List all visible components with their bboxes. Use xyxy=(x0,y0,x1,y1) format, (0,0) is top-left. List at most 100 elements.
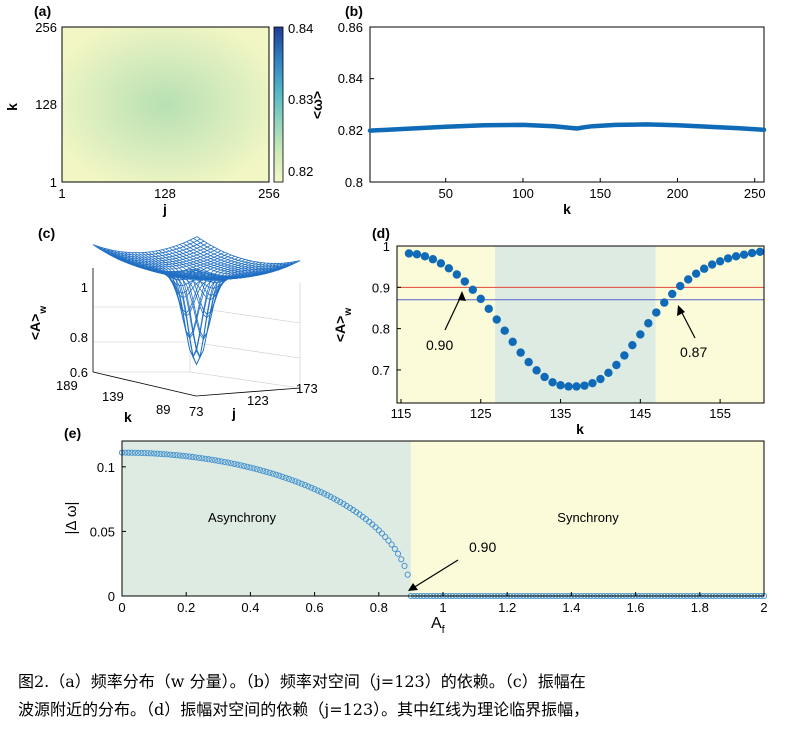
scatter-e-point xyxy=(138,449,145,456)
scatter-e-point xyxy=(337,499,344,506)
scatter-d-point xyxy=(731,252,741,261)
scatter-d-y-ticks: 0.7 0.8 0.9 1 xyxy=(372,239,390,378)
scatter-d-point xyxy=(500,326,509,335)
scatter-e-point xyxy=(141,450,148,457)
line-x-tick: 50 xyxy=(438,186,452,201)
scatter-e-point xyxy=(176,452,183,459)
scatter-e-point xyxy=(295,479,302,486)
region-band xyxy=(397,246,496,403)
scatter-d-point xyxy=(691,269,701,278)
annotation-087-label: 0.87 xyxy=(680,344,707,360)
line-x-tick: 200 xyxy=(667,186,689,201)
scatter-d-point xyxy=(699,264,709,273)
caption-line-1: 图2.（a）频率分布（w 分量）。（b）频率对空间（j=123）的依赖。（c）振… xyxy=(18,672,586,691)
scatter-d-point xyxy=(556,381,565,390)
scatter-e-point xyxy=(228,460,235,467)
colorbar xyxy=(273,26,284,183)
scatter-d-point xyxy=(596,374,605,384)
scatter-e-point xyxy=(231,460,238,467)
scatter-e-point xyxy=(195,454,203,461)
scatter-e-point xyxy=(131,449,138,456)
scatter-d-point xyxy=(684,275,693,284)
scatter-e-point xyxy=(205,456,212,463)
heatmap-y-tick: 128 xyxy=(35,97,57,112)
scatter-e-point xyxy=(199,455,206,462)
scatter-e-point xyxy=(330,495,337,502)
scatter-e-point xyxy=(250,465,257,472)
scatter-d-x-ticks: 115 125 135 145 155 xyxy=(391,406,731,421)
scatter-d-points xyxy=(404,247,765,391)
scatter-d-point xyxy=(444,264,454,273)
line-x-tick: 100 xyxy=(512,186,534,201)
scatter-e-point xyxy=(279,473,286,480)
surface-mesh-line xyxy=(179,244,283,272)
scatter-d-point xyxy=(612,360,621,370)
scatter-e-point xyxy=(192,454,199,461)
surface-mesh-line xyxy=(99,240,205,258)
scatter-e-point xyxy=(266,469,273,476)
heatmap-x-tick: 128 xyxy=(154,186,176,201)
scatter-e-point xyxy=(382,533,389,540)
surface-mesh-line xyxy=(193,238,297,266)
scatter-e-point xyxy=(314,487,321,494)
scatter-e-point xyxy=(215,457,222,464)
scatter-d-x-tick: 125 xyxy=(470,406,492,421)
scatter-d-axis-ticks xyxy=(397,245,721,403)
scatter-e-point xyxy=(144,450,151,457)
surface-j-tick: 173 xyxy=(296,381,318,396)
scatter-d-x-tick: 155 xyxy=(709,406,731,421)
scatter-d-point xyxy=(668,289,677,299)
scatter-d-point xyxy=(644,319,653,328)
colorbar-tick: 0.84 xyxy=(288,21,313,36)
scatter-e-point xyxy=(134,449,142,456)
scatter-e-point xyxy=(317,489,325,496)
scatter-e-axis-ticks xyxy=(121,466,765,597)
scatter-e-point xyxy=(298,480,305,487)
annotation-e-090: 0.90 xyxy=(408,539,496,591)
line-y-tick: 0.84 xyxy=(338,71,363,86)
surface-j-ticks: 73 123 173 xyxy=(189,381,318,419)
scatter-e-point xyxy=(157,450,164,457)
surface-k-tick: 189 xyxy=(56,378,78,393)
annotation-090: 0.90 xyxy=(426,291,466,353)
scatter-e-point xyxy=(276,472,283,479)
surface-z-tick: 0.8 xyxy=(70,330,88,345)
scatter-d-point xyxy=(739,250,749,259)
heatmap-xlabel: j xyxy=(162,201,167,217)
scatter-e-point xyxy=(253,466,260,473)
scatter-e-point xyxy=(340,500,347,507)
scatter-d-regions xyxy=(397,246,764,403)
scatter-e-y-tick: 0.1 xyxy=(97,460,115,475)
scatter-e-point xyxy=(401,562,408,569)
scatter-e-xlabel-sub: f xyxy=(442,624,446,636)
scatter-e-point xyxy=(186,453,193,460)
scatter-e-point xyxy=(398,556,405,563)
scatter-e-y-ticks: 0 0.05 0.1 xyxy=(90,460,115,604)
scatter-d-point xyxy=(660,298,669,307)
scatter-e-point xyxy=(404,571,411,578)
scatter-e-point xyxy=(308,484,315,491)
scatter-d-point xyxy=(412,250,422,259)
scatter-e-point xyxy=(247,464,254,471)
scatter-e-x-tick: 0.2 xyxy=(177,600,195,615)
scatter-e-point xyxy=(128,449,135,456)
heatmap-x-tick: 1 xyxy=(58,186,65,201)
surface-k-ticks: 189 139 89 xyxy=(56,378,170,417)
scatter-e-x-tick: 0.6 xyxy=(306,600,324,615)
colorbar-ticks: 0.84 0.83 0.82 xyxy=(288,21,313,179)
annotation-087: 0.87 xyxy=(677,305,707,360)
scatter-e-y-tick: 0 xyxy=(108,589,115,604)
heatmap-plot-area xyxy=(61,26,270,183)
scatter-d-x-tick: 115 xyxy=(391,406,412,421)
scatter-e-x-tick: 1.8 xyxy=(691,600,709,615)
surface-k-tick: 89 xyxy=(156,402,170,417)
scatter-d-point xyxy=(452,270,462,279)
scatter-d-point xyxy=(484,304,493,313)
scatter-e-point xyxy=(224,459,231,466)
scatter-d-point xyxy=(676,281,685,291)
surface-z-tick: 0.6 xyxy=(70,365,88,380)
scatter-e-point xyxy=(273,471,280,478)
line-ylabel: <ω> xyxy=(309,91,325,119)
scatter-e-point xyxy=(391,545,398,552)
panel-d: (d) 115 125 135 145 155 0.7 0.8 0.9 1 k … xyxy=(332,225,765,437)
